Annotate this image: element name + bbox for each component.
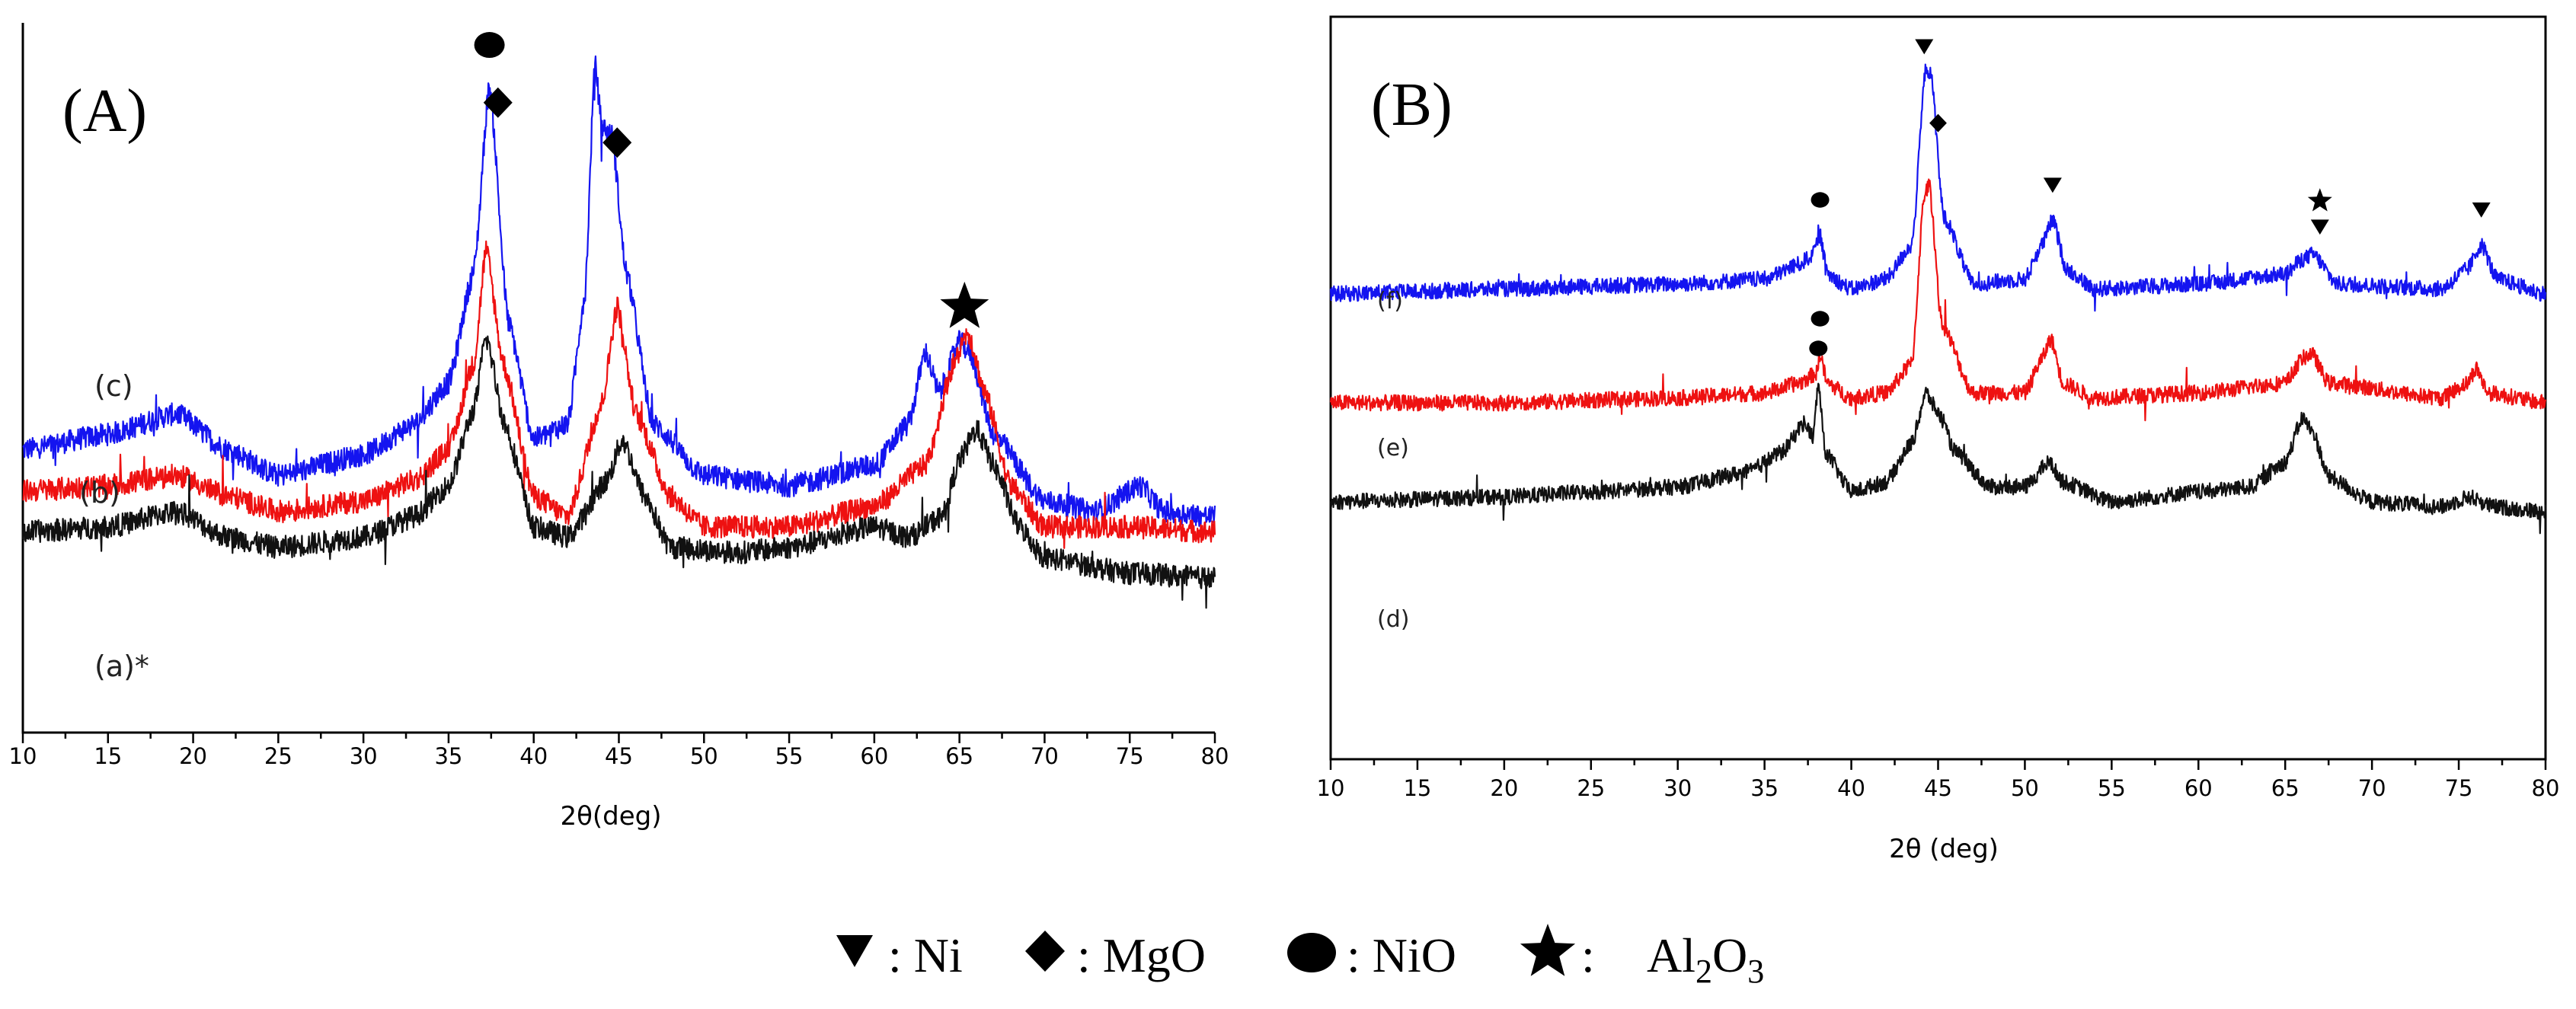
panel-a-x-tick-label: 80 <box>1201 743 1229 769</box>
panel-a-label: (A) <box>62 78 147 145</box>
panel-a-x-tick-label: 75 <box>1116 743 1144 769</box>
star-icon <box>1520 924 1576 976</box>
triangle-down-icon <box>2310 219 2329 235</box>
panel-b-curve-label: (e) <box>1377 435 1409 461</box>
panel-a-x-tick-label: 65 <box>945 743 973 769</box>
circle-icon <box>1811 311 1830 327</box>
panel-b-x-tick-label: 65 <box>2271 775 2300 801</box>
panel-a-x-tick-label: 25 <box>264 743 292 769</box>
panel-a-x-tick-label: 20 <box>179 743 207 769</box>
panel-b-x-tick-label: 15 <box>1403 775 1431 801</box>
star-icon <box>2307 188 2332 212</box>
legend-item-mgo: : MgO <box>1025 928 1206 982</box>
panel-b-x-tick-label: 20 <box>1490 775 1518 801</box>
formula-sub-2: 2 <box>1695 953 1712 990</box>
panel-b-x-tick-label: 80 <box>2532 775 2560 801</box>
panel-a-x-tick-label: 50 <box>690 743 718 769</box>
panel-b-series-e <box>1329 178 2547 422</box>
panel-a-x-tick-label: 55 <box>775 743 804 769</box>
legend-label-al2o3-formula: Al2O3 <box>1647 928 1764 990</box>
panel-a-x-tick-label: 30 <box>350 743 378 769</box>
star-icon <box>940 281 989 328</box>
triangle-down-icon <box>2043 177 2062 193</box>
panel-b-x-tick-label: 30 <box>1664 775 1692 801</box>
panel-b-curve-label: (f) <box>1377 288 1403 315</box>
formula-sub-3: 3 <box>1747 953 1764 990</box>
circle-icon <box>474 32 505 59</box>
panel-a-x-tick-label: 10 <box>9 743 37 769</box>
panel-b-x-tick-label: 10 <box>1317 775 1345 801</box>
panel-a-curve-label: (c) <box>94 369 133 403</box>
diamond-icon <box>602 127 632 158</box>
panel-a-x-tick-label: 15 <box>94 743 122 769</box>
panel-b-x-tick-label: 50 <box>2011 775 2039 801</box>
triangle-down-icon <box>1915 39 1934 55</box>
panel-b: 10 15 20 25 30 35 40 45 50 55 60 65 70 75 80(f)(e)(d) … <box>1317 15 2560 864</box>
diamond-icon <box>483 87 513 118</box>
panel-b-x-tick-label: 55 <box>2098 775 2126 801</box>
symbol-legend: : Ni : MgO : NiO : Al2O3 <box>836 924 1764 990</box>
panel-b-x-tick-label: 25 <box>1577 775 1605 801</box>
legend-item-ni: : Ni <box>836 928 963 982</box>
panel-b-plot-area: 10 15 20 25 30 35 40 45 50 55 60 65 70 75 80 (f) (e) (d) <box>1317 15 2560 801</box>
circle-icon <box>1287 933 1336 972</box>
panel-a-x-tick-label: 35 <box>434 743 462 769</box>
triangle-down-icon <box>2472 202 2491 218</box>
circle-icon <box>1809 340 1828 356</box>
circle-icon <box>1811 192 1830 208</box>
diamond-icon <box>1929 113 1947 133</box>
panel-a-x-tick-label: 40 <box>519 743 548 769</box>
panel-b-series-f <box>1329 63 2547 312</box>
legend-label-mgo: : MgO <box>1077 928 1206 982</box>
panel-b-x-tick-label: 40 <box>1837 775 1865 801</box>
panel-b-x-axis-title: 2θ (deg) <box>1889 834 1999 864</box>
panel-b-x-tick-label: 45 <box>1924 775 1952 801</box>
panel-a-x-tick-label: 70 <box>1031 743 1059 769</box>
legend-label-nio: : NiO <box>1347 928 1456 982</box>
panel-a-curve-label: (b) <box>79 476 120 509</box>
panel-a: 10 15 20 25 30 35 40 45 50 55 60 65 70 75 80 (c) (b) (a)*… <box>9 23 1229 832</box>
legend-item-nio: : NiO <box>1287 928 1456 982</box>
triangle-down-icon <box>836 935 873 967</box>
panel-a-plot-area: 10 15 20 25 30 35 40 45 50 55 60 65 70 75 80 (c) (b) (a)* <box>9 23 1229 769</box>
panel-a-x-axis-title: 2θ(deg) <box>560 801 661 832</box>
diamond-icon <box>1025 931 1065 972</box>
formula-al: Al <box>1647 928 1695 982</box>
panel-a-x-tick-label: 45 <box>605 743 633 769</box>
panel-a-series-c <box>22 55 1216 528</box>
panel-b-curve-label: (d) <box>1377 606 1409 633</box>
formula-o: O <box>1712 928 1747 982</box>
panel-b-x-tick-label: 75 <box>2445 775 2473 801</box>
panel-a-series-b <box>22 240 1216 549</box>
panel-a-x-tick-label: 60 <box>860 743 888 769</box>
panel-b-x-tick-label: 70 <box>2358 775 2386 801</box>
legend-label-ni: : Ni <box>888 928 963 982</box>
legend-label-al2o3-prefix: : <box>1581 928 1595 982</box>
panel-a-series-a <box>21 335 1216 609</box>
panel-b-series-d <box>1329 382 2547 535</box>
panel-b-label: (B) <box>1371 72 1453 139</box>
panel-b-x-tick-label: 35 <box>1750 775 1779 801</box>
panel-b-x-tick-label: 60 <box>2184 775 2213 801</box>
panel-a-curve-label: (a)* <box>94 650 149 683</box>
legend-item-al2o3: : Al2O3 <box>1520 924 1764 990</box>
